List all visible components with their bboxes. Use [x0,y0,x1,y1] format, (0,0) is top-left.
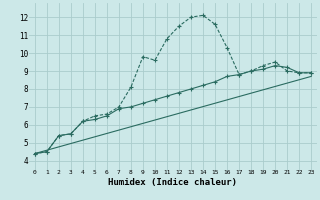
X-axis label: Humidex (Indice chaleur): Humidex (Indice chaleur) [108,178,237,187]
